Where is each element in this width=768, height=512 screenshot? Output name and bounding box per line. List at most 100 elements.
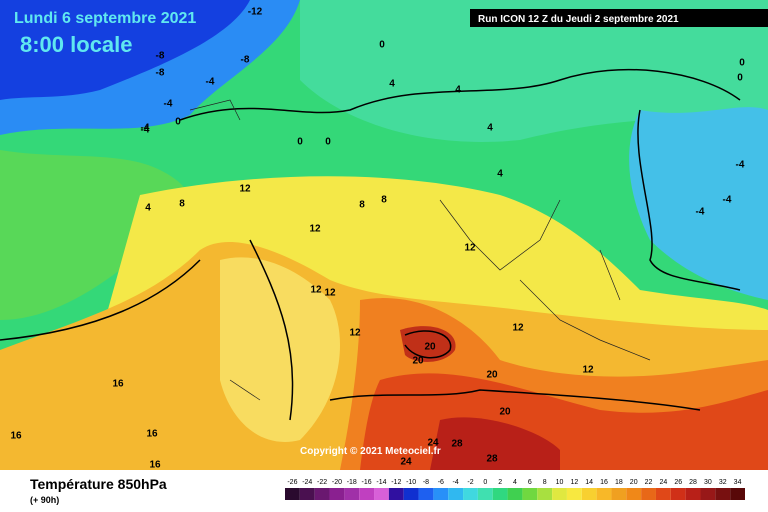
footer-title: Température 850hPa: [30, 476, 167, 492]
legend-label: 22: [645, 479, 653, 486]
cold-area-east: [629, 107, 768, 300]
legend-label: -18: [347, 479, 357, 486]
contour-label: 28: [486, 454, 498, 465]
legend-cell: [418, 488, 434, 500]
legend-cell: [299, 488, 315, 500]
legend-cell: [329, 488, 345, 500]
contour-label: 0: [737, 73, 743, 84]
contour-label: 16: [146, 429, 158, 440]
legend-cell: [715, 488, 731, 500]
contour-label: 0: [297, 137, 303, 148]
contour-label: 12: [512, 323, 524, 334]
footer-subtitle: (+ 90h): [30, 495, 59, 505]
legend-label: 8: [543, 479, 547, 486]
legend-label: 2: [498, 479, 502, 486]
legend-label: -16: [362, 479, 372, 486]
legend-cell: [344, 488, 360, 500]
legend-label: 12: [570, 479, 578, 486]
contour-label: 8: [381, 195, 387, 206]
legend-cell: [507, 488, 523, 500]
legend-cell: [566, 488, 582, 500]
legend-label: 20: [630, 479, 638, 486]
legend-label: -12: [391, 479, 401, 486]
legend-label: -20: [332, 479, 342, 486]
legend-label: 28: [689, 479, 697, 486]
legend-cell: [433, 488, 449, 500]
coastline: [189, 99, 651, 401]
contour-line: [0, 68, 741, 421]
legend-cell: [314, 488, 330, 500]
contour-label: 0: [325, 137, 331, 148]
legend-label: 34: [734, 479, 742, 486]
contour-label: -8: [241, 55, 250, 66]
legend-label: 24: [659, 479, 667, 486]
legend-label: 4: [513, 479, 517, 486]
legend-cell: [492, 488, 508, 500]
contour-label: 12: [239, 184, 251, 195]
very-cold-area: [0, 0, 250, 100]
legend-cell: [285, 488, 300, 500]
contour-label: 12: [309, 224, 321, 235]
contour-label: 12: [324, 288, 336, 299]
contour-label: 20: [412, 356, 424, 367]
legend-cell: [448, 488, 464, 500]
contour-label: -4: [736, 160, 745, 171]
contour-label: -4: [206, 77, 215, 88]
run-box: [470, 9, 768, 27]
contour-label: 4: [497, 169, 503, 180]
legend-label: -2: [467, 479, 473, 486]
legend-cell: [700, 488, 716, 500]
legend-label: 30: [704, 479, 712, 486]
contour-label: 12: [464, 243, 476, 254]
legend-cell: [596, 488, 612, 500]
legend-cell: [537, 488, 553, 500]
legend-cell: [388, 488, 404, 500]
contour-label: -4: [164, 99, 173, 110]
contour-label: 16: [149, 460, 161, 471]
contour-label: 16: [112, 379, 124, 390]
contour-label: 28: [451, 439, 463, 450]
legend-label: -14: [376, 479, 386, 486]
legend-cell: [670, 488, 686, 500]
contour-label: 4: [145, 203, 151, 214]
legend-cell: [463, 488, 478, 500]
contour-label: -12: [248, 7, 263, 18]
contour-label: -4: [141, 123, 150, 134]
contour-label: 8: [359, 200, 365, 211]
legend-cell: [552, 488, 567, 500]
legend-label: 16: [600, 479, 608, 486]
legend-label: -26: [287, 479, 297, 486]
mild-area: [0, 150, 190, 320]
contour-label: 24: [427, 438, 439, 449]
contour-label: 24: [400, 457, 412, 468]
legend-label: -6: [438, 479, 444, 486]
run-label: Run ICON 12 Z du Jeudi 2 septembre 2021: [478, 14, 679, 25]
legend-label: 18: [615, 479, 623, 486]
contour-label: 0: [739, 58, 745, 69]
legend-label: -4: [453, 479, 459, 486]
contour-label: 4: [487, 123, 493, 134]
contour-label: 4: [389, 79, 395, 90]
contour-label: 12: [310, 285, 322, 296]
contour-label: -8: [156, 51, 165, 62]
date-label: Lundi 6 septembre 2021: [14, 10, 196, 27]
contour-label: 16: [10, 431, 22, 442]
legend-label: 14: [585, 479, 593, 486]
contour-label: 0: [379, 40, 385, 51]
legend-cell: [685, 488, 701, 500]
legend-cell: [522, 488, 538, 500]
legend-label: 26: [674, 479, 682, 486]
contour-label: 4: [455, 85, 461, 96]
legend-cell: [626, 488, 642, 500]
legend-cell: [730, 488, 745, 500]
contour-label: 12: [582, 365, 594, 376]
legend-cell: [374, 488, 389, 500]
legend-cell: [655, 488, 671, 500]
legend-label: 10: [556, 479, 564, 486]
contour-label: -8: [156, 68, 165, 79]
contour-label: -4: [723, 195, 732, 206]
contour-label: 20: [424, 342, 436, 353]
legend-label: -24: [302, 479, 312, 486]
